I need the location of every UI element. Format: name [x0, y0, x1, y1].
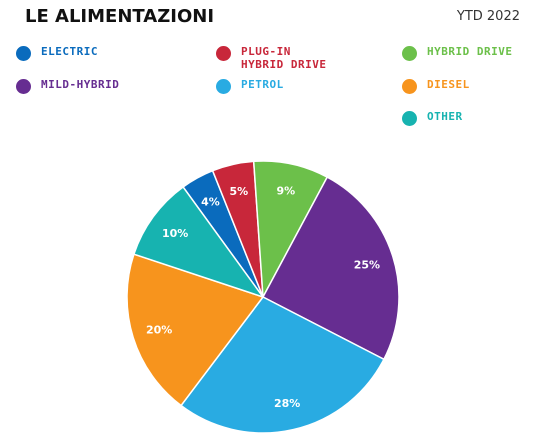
legend-item-electric: ELECTRIC: [16, 45, 98, 61]
legend-label: MILD-HYBRID: [41, 78, 120, 91]
pie-slice-diesel: [126, 253, 265, 407]
legend-swatch: [16, 46, 31, 61]
chart-title: LE ALIMENTAZIONI: [25, 6, 215, 27]
slice-label: 4%: [201, 196, 220, 209]
legend-swatch: [402, 79, 417, 94]
slice-label: 10%: [162, 227, 188, 240]
legend-label: PETROL: [241, 78, 284, 91]
legend-item-hybrid-drive: HYBRID DRIVE: [402, 45, 512, 61]
legend-item-mild-hybrid: MILD-HYBRID: [16, 78, 119, 94]
legend-swatch: [216, 79, 231, 94]
legend-label: DIESEL: [427, 78, 470, 91]
legend-item-petrol: PETROL: [216, 78, 284, 94]
legend-swatch: [216, 46, 231, 61]
legend-label: OTHER: [427, 110, 463, 123]
period-label: YTD 2022: [456, 9, 520, 24]
slice-label: 20%: [146, 323, 172, 336]
slice-label: 5%: [229, 185, 248, 198]
legend-label: HYBRID DRIVE: [427, 45, 513, 58]
legend-item-plug-in-hybrid-drive: PLUG-IN HYBRID DRIVE: [216, 45, 326, 71]
legend-label: ELECTRIC: [41, 45, 98, 58]
pie-slice-petrol: [179, 296, 385, 434]
slice-label: 25%: [354, 259, 380, 272]
legend-swatch: [402, 46, 417, 61]
legend-label: PLUG-IN HYBRID DRIVE: [241, 45, 327, 71]
pie-slice-other: [132, 185, 265, 299]
legend-swatch: [402, 111, 417, 126]
legend-swatch: [16, 79, 31, 94]
legend-item-diesel: DIESEL: [402, 78, 470, 94]
slice-label: 28%: [274, 397, 300, 410]
slice-label: 9%: [276, 185, 295, 198]
legend-item-other: OTHER: [402, 110, 463, 126]
